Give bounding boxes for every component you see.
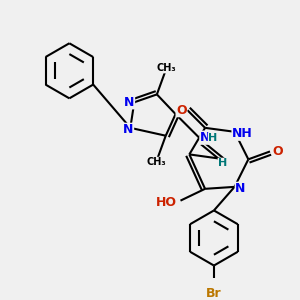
Text: H: H xyxy=(218,158,227,168)
Text: CH₃: CH₃ xyxy=(157,63,176,73)
Text: NH: NH xyxy=(232,127,253,140)
Text: N: N xyxy=(124,96,134,109)
Text: O: O xyxy=(176,103,187,117)
Text: N: N xyxy=(123,123,134,136)
Text: Br: Br xyxy=(206,286,222,300)
Text: H: H xyxy=(208,133,218,143)
Text: CH₃: CH₃ xyxy=(146,157,166,167)
Text: N: N xyxy=(200,131,210,144)
Text: O: O xyxy=(272,145,283,158)
Text: HO: HO xyxy=(156,196,177,209)
Text: N: N xyxy=(235,182,246,195)
